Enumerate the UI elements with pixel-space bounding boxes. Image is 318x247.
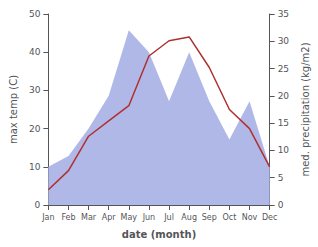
svg-text:Aug: Aug bbox=[181, 213, 197, 222]
svg-text:Jan: Jan bbox=[41, 213, 54, 222]
svg-text:date (month): date (month) bbox=[122, 229, 196, 240]
svg-text:Oct: Oct bbox=[222, 213, 236, 222]
svg-text:med. precipitation (kg/m2): med. precipitation (kg/m2) bbox=[300, 42, 311, 176]
svg-text:10: 10 bbox=[278, 145, 290, 155]
svg-text:10: 10 bbox=[29, 162, 41, 172]
svg-text:Apr: Apr bbox=[102, 213, 117, 222]
svg-text:Feb: Feb bbox=[61, 213, 75, 222]
svg-text:50: 50 bbox=[29, 9, 41, 19]
svg-text:0: 0 bbox=[278, 200, 284, 210]
svg-text:Mar: Mar bbox=[81, 213, 97, 222]
svg-text:30: 30 bbox=[29, 85, 41, 95]
svg-text:Dec: Dec bbox=[262, 213, 277, 222]
svg-text:May: May bbox=[121, 213, 138, 222]
svg-text:0: 0 bbox=[35, 200, 41, 210]
svg-text:20: 20 bbox=[278, 91, 290, 101]
svg-text:40: 40 bbox=[29, 47, 41, 57]
svg-text:Sep: Sep bbox=[202, 213, 217, 222]
svg-text:30: 30 bbox=[278, 36, 290, 46]
svg-text:max temp (C): max temp (C) bbox=[8, 75, 19, 144]
svg-text:Jul: Jul bbox=[163, 213, 174, 222]
svg-text:Jun: Jun bbox=[142, 213, 156, 222]
svg-text:15: 15 bbox=[278, 118, 289, 128]
svg-text:5: 5 bbox=[278, 173, 284, 183]
svg-text:25: 25 bbox=[278, 64, 289, 74]
svg-text:Nov: Nov bbox=[242, 213, 258, 222]
svg-text:20: 20 bbox=[29, 124, 41, 134]
svg-text:35: 35 bbox=[278, 9, 289, 19]
